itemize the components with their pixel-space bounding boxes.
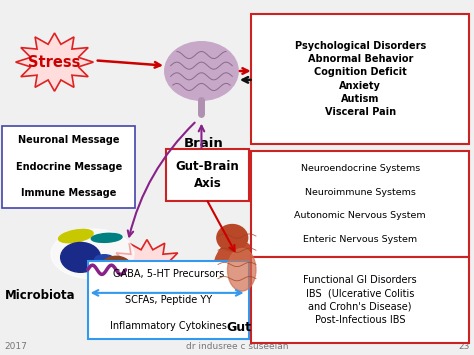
FancyBboxPatch shape (2, 126, 135, 208)
Ellipse shape (228, 248, 256, 291)
FancyBboxPatch shape (251, 257, 469, 343)
Circle shape (100, 256, 132, 280)
Text: 23: 23 (458, 343, 469, 351)
Text: Neuroendocrine Systems

Neuroimmune Systems

Autonomic Nervous System

Enteric N: Neuroendocrine Systems Neuroimmune Syste… (294, 164, 426, 244)
Circle shape (61, 242, 100, 272)
Polygon shape (111, 240, 182, 293)
Ellipse shape (51, 229, 134, 279)
Text: Brain: Brain (184, 137, 224, 150)
Text: Gut-Brain
Axis: Gut-Brain Axis (175, 160, 239, 190)
Text: GABA, 5-HT Precursors

SCFAs, Peptide YY

Inflammatory Cytokines: GABA, 5-HT Precursors SCFAs, Peptide YY … (110, 269, 227, 331)
Polygon shape (16, 33, 93, 91)
Text: 2017: 2017 (5, 343, 27, 351)
Ellipse shape (91, 233, 122, 242)
Ellipse shape (59, 229, 93, 243)
Text: Stress: Stress (28, 55, 81, 70)
FancyBboxPatch shape (166, 149, 249, 201)
Text: Psychological Disorders
Abnormal Behavior
Cognition Deficit
Anxiety
Autism
Visce: Psychological Disorders Abnormal Behavio… (295, 41, 426, 117)
Ellipse shape (164, 42, 238, 100)
Text: Dysbiosis: Dysbiosis (114, 260, 180, 273)
Text: Functional GI Disorders
IBS  (Ulcerative Colitis
and Crohn's Disease)
Post-Infec: Functional GI Disorders IBS (Ulcerative … (303, 275, 417, 325)
Text: Neuronal Message

Endocrine Message

Immune Message: Neuronal Message Endocrine Message Immun… (16, 136, 122, 198)
Text: Microbiota: Microbiota (5, 289, 75, 302)
Ellipse shape (213, 241, 261, 302)
Text: Gut: Gut (227, 321, 252, 334)
FancyBboxPatch shape (251, 151, 469, 257)
Ellipse shape (95, 255, 114, 263)
Text: dr indusree c suseelan: dr indusree c suseelan (186, 343, 288, 351)
Ellipse shape (217, 225, 247, 251)
FancyBboxPatch shape (88, 261, 249, 339)
FancyBboxPatch shape (251, 14, 469, 144)
